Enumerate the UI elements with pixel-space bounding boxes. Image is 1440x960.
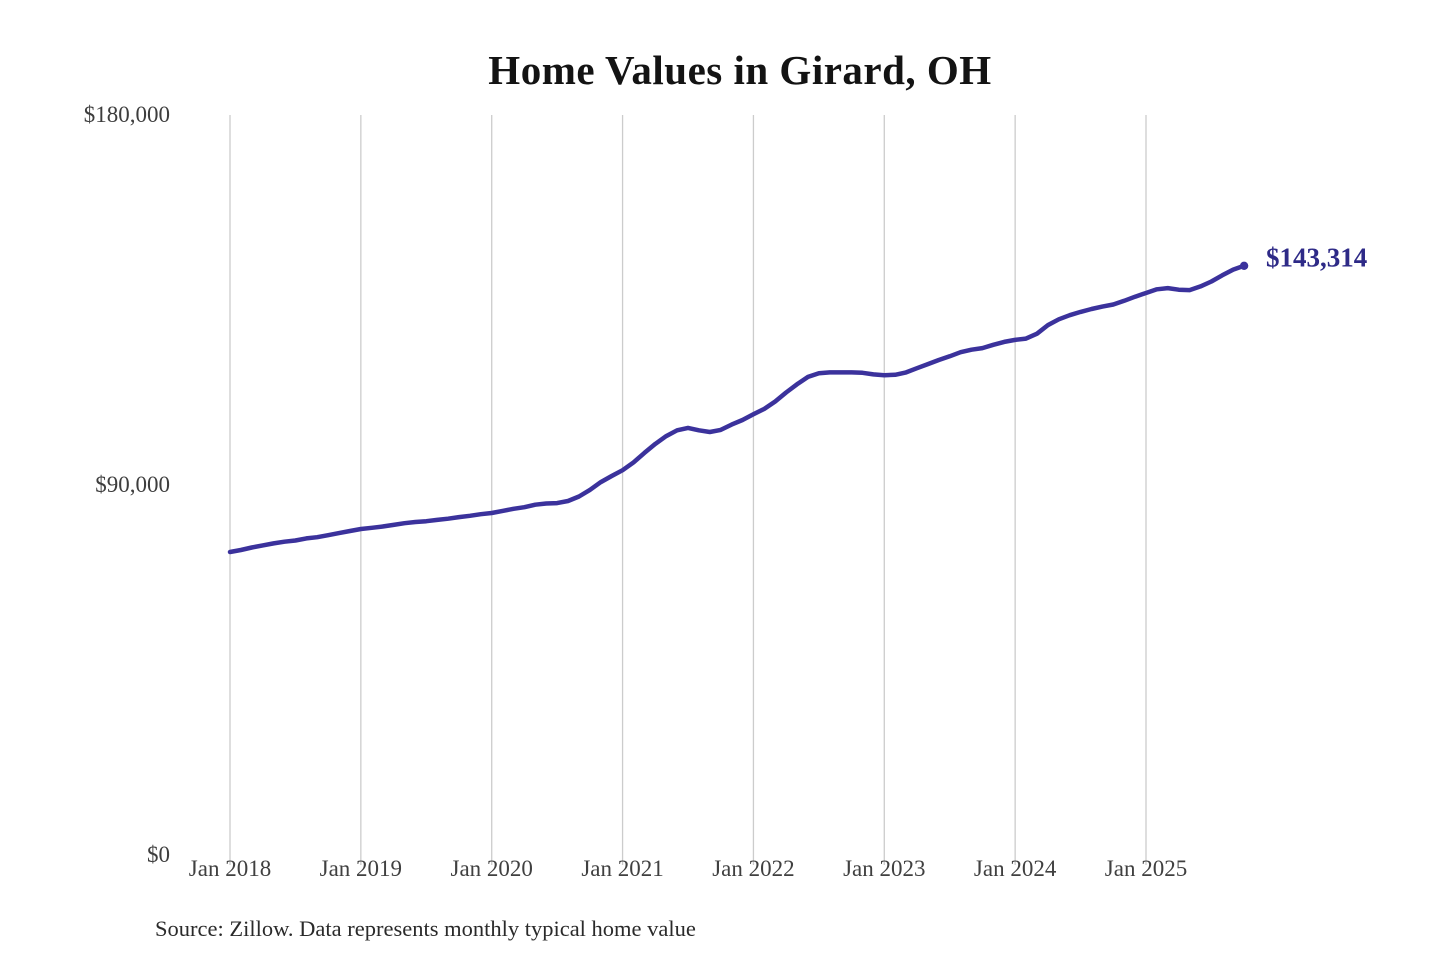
line-end-dot	[1239, 261, 1249, 270]
y-axis-tick-180000: $180,000	[83, 102, 170, 127]
x-axis-label-jan-2022: Jan 2022	[712, 856, 795, 881]
x-axis-label-jan-2020: Jan 2020	[450, 856, 533, 881]
page-title: Home Values in Girard, OH	[488, 47, 992, 93]
x-axis-label-jan-2025: Jan 2025	[1104, 856, 1188, 881]
y-axis-tick-90000: $90,000	[95, 472, 170, 497]
x-axis-label-jan-2024: Jan 2024	[973, 856, 1057, 881]
x-axis-label-jan-2023: Jan 2023	[843, 856, 926, 881]
x-axis-label-jan-2021: Jan 2021	[581, 856, 664, 881]
y-axis-tick-0: $0	[147, 842, 170, 867]
source-note: Source: Zillow. Data represents monthly …	[155, 916, 696, 941]
home-value-line	[227, 263, 1247, 555]
year-gridlines	[229, 115, 1147, 865]
x-axis-label-jan-2018: Jan 2018	[188, 856, 272, 881]
latest-value-label: $143,314	[1266, 242, 1368, 273]
x-axis-label-jan-2019: Jan 2019	[319, 856, 403, 881]
